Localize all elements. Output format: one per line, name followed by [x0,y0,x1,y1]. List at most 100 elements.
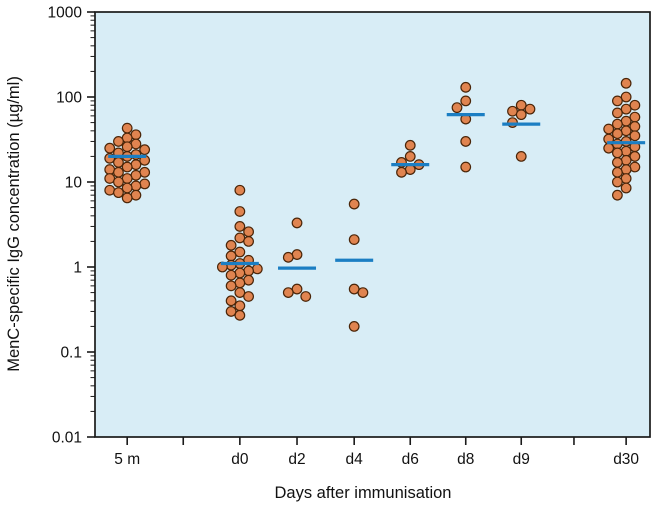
data-point [243,274,254,286]
data-point [611,128,623,140]
data-point [225,269,237,281]
data-point [300,291,312,302]
data-point [629,111,641,123]
data-point [225,306,237,317]
x-tick-label: d0 [231,451,249,468]
x-tick-label: 5 m [114,451,140,468]
data-point [357,287,369,298]
data-point [225,259,237,271]
data-point [225,239,237,251]
data-point [348,234,360,246]
data-point [113,176,124,188]
y-tick-label: 1000 [48,5,83,22]
data-point [629,99,641,111]
data-point [620,91,632,103]
data-point [243,265,254,277]
data-point [460,136,472,147]
x-tick-label: d4 [346,451,364,468]
data-point [234,267,246,279]
data-point [348,198,360,210]
data-point [396,166,407,178]
data-point [611,189,623,201]
data-point [225,295,237,307]
data-point [620,164,632,175]
data-point [234,300,246,312]
data-point [121,122,133,134]
data-point [348,321,360,332]
y-tick-label: 1 [73,260,82,277]
data-point [515,151,527,162]
data-point [460,81,472,93]
x-tick-label: d6 [402,451,419,468]
data-point [121,161,133,173]
y-tick-label: 0.1 [60,345,82,362]
data-point [121,141,133,153]
data-point [282,287,294,298]
data-point [611,118,623,130]
x-axis-title: Days after immunisation [275,484,452,502]
data-point [130,159,142,171]
plot-background [95,12,650,437]
data-point [234,309,246,321]
data-point [620,77,632,89]
data-point [620,154,632,166]
data-point [603,142,615,154]
data-point [611,95,623,107]
data-point [113,166,124,178]
data-point [130,189,142,201]
y-tick-label: 0.01 [52,430,82,447]
y-tick-label: 100 [56,90,82,107]
data-point [629,151,641,162]
data-point [603,123,615,135]
data-point [104,184,116,196]
chart-generated-layer: 0.01 0.1 1 10 100 1000 5 m d0 d2 d4 d6 d8 d9 d30 [48,5,651,468]
data-point [243,291,254,302]
data-point [234,206,246,217]
data-point [611,147,623,159]
data-point [113,136,124,147]
x-tick-label: d2 [288,451,305,468]
data-point [104,164,116,175]
data-point [234,184,246,196]
data-point [113,157,124,168]
data-point [611,176,623,188]
data-point [291,217,303,229]
data-point [611,107,623,119]
data-point [139,144,151,156]
data-point [620,145,632,157]
data-point [234,287,246,298]
data-point [460,161,472,173]
data-point [460,95,472,107]
data-point [451,102,463,114]
data-point [121,192,133,204]
data-point [243,226,254,238]
data-point [234,246,246,258]
data-point [130,180,142,192]
data-point [629,121,641,132]
data-point [611,157,623,168]
data-point [225,250,237,262]
data-point [121,182,133,194]
data-point [113,187,124,199]
data-point [139,178,151,190]
data-point [282,251,294,263]
plot-frame [94,11,651,438]
data-point [404,151,416,162]
data-point [243,236,254,247]
data-point [104,142,116,154]
data-point [225,280,237,292]
data-point [234,221,246,232]
data-point [611,166,623,178]
data-point [291,249,303,260]
data-point [629,130,641,142]
data-point [404,139,416,151]
y-axis-title: MenC-specific IgG concentration (µg/ml) [5,76,23,372]
data-point [620,103,632,115]
data-point [130,138,142,150]
data-point [524,103,536,115]
data-point [620,182,632,194]
x-tick-label: d9 [513,451,530,468]
x-tick-label: d30 [613,451,639,468]
